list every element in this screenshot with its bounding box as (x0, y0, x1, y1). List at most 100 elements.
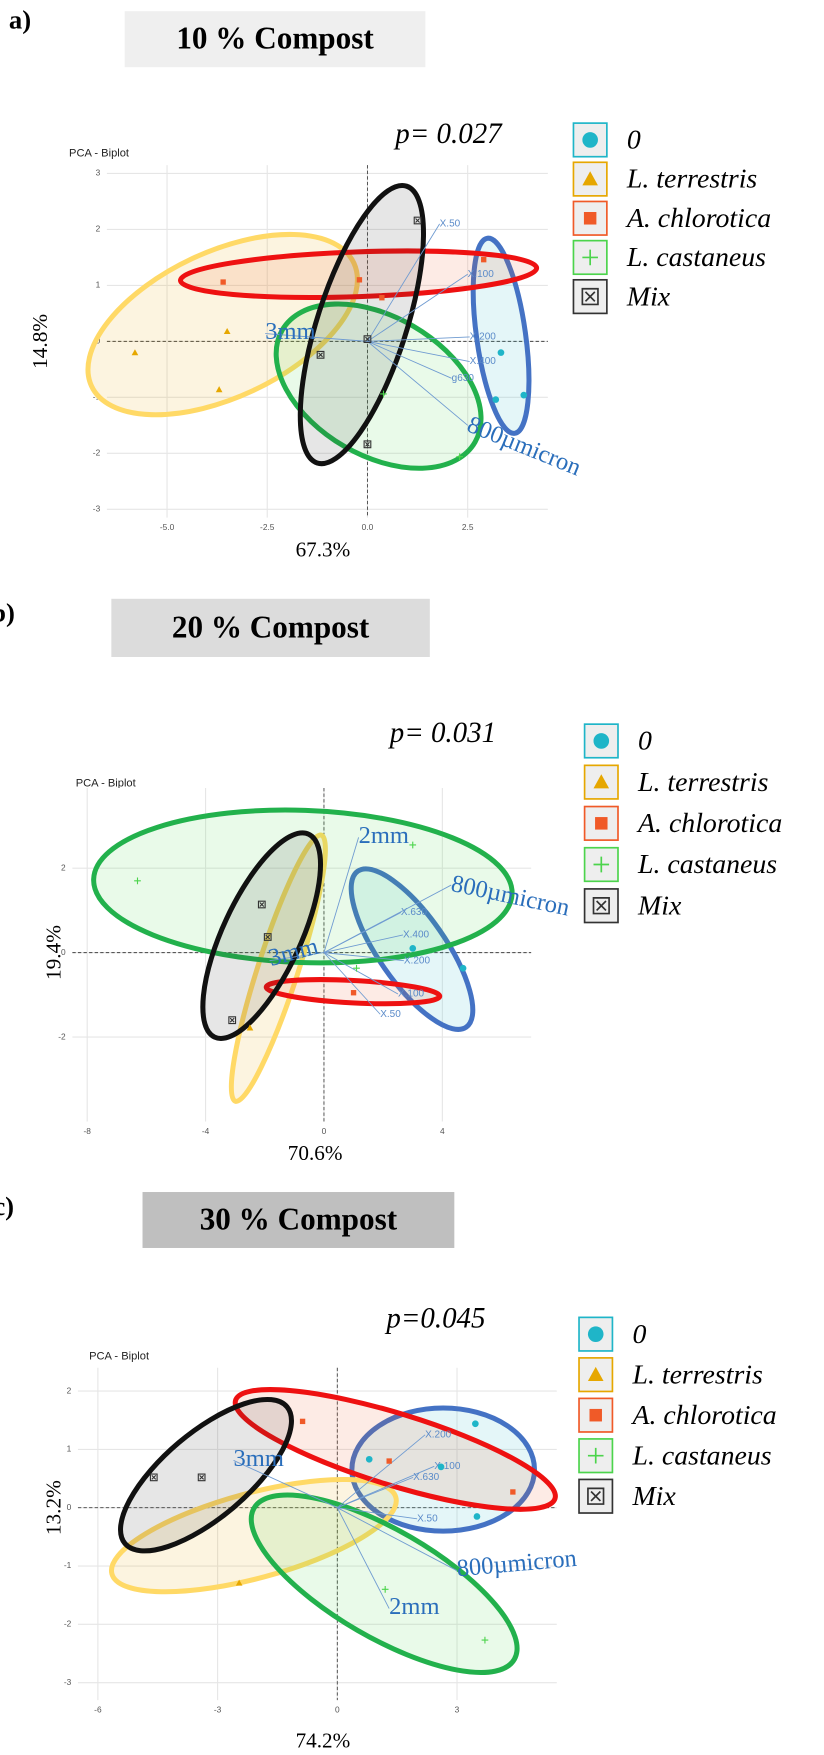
legend-label: A. chlorotica (630, 1400, 776, 1431)
loading-label: X.50 (440, 218, 461, 229)
point (497, 349, 505, 356)
title: 30 % Compost (200, 1201, 398, 1236)
loading-arrow (323, 952, 381, 1015)
p-value: p= 0.031 (388, 717, 496, 749)
point (365, 1455, 373, 1463)
point (380, 390, 387, 398)
y-axis-label: 13.2% (42, 1480, 66, 1535)
legend-symbol (593, 774, 610, 789)
point (481, 256, 487, 263)
point (350, 990, 357, 996)
point (472, 1420, 479, 1428)
loading-arrow (367, 340, 452, 379)
point (379, 295, 385, 301)
p-value: p= 0.027 (393, 118, 503, 150)
legend-symbol (582, 132, 598, 148)
point (363, 335, 372, 344)
x-tick-label: 2.5 (462, 522, 474, 532)
legend-key (578, 1438, 614, 1474)
y-tick-label: 3 (96, 168, 101, 178)
legend-label: 0 (638, 726, 652, 757)
loading-label-large: 2mm (389, 1593, 439, 1620)
point (456, 453, 463, 461)
point (356, 277, 363, 283)
loading-label: X.100 (398, 989, 425, 1000)
point (220, 279, 226, 285)
y-tick-label: 1 (67, 1444, 72, 1454)
point (299, 1418, 306, 1425)
legend-label: Mix (631, 1481, 676, 1512)
confidence-ellipse (85, 231, 360, 418)
point (316, 350, 325, 359)
y-axis-label: 14.8% (28, 314, 52, 369)
point (381, 1585, 389, 1593)
point (481, 1636, 489, 1644)
point (131, 349, 139, 356)
legend-label: 0 (632, 1319, 646, 1350)
legend-label: A. chlorotica (625, 203, 771, 234)
loading-label: X.630 (401, 907, 428, 918)
loading-arrow (367, 340, 470, 362)
legend-symbol (581, 287, 599, 306)
x-tick-label: 0 (322, 1126, 327, 1136)
loading-arrow (337, 1507, 458, 1572)
confidence-ellipse (248, 1492, 520, 1675)
point (134, 877, 141, 885)
loading-label: X.630 (413, 1472, 440, 1483)
x-tick-label: 0 (335, 1704, 340, 1714)
y-tick-label: 0 (61, 947, 66, 957)
subtitle: PCA - Biplot (76, 777, 137, 789)
confidence-ellipse (232, 1387, 558, 1512)
legend-symbol (583, 211, 597, 225)
loading-arrow (367, 273, 468, 342)
y-tick-label: -2 (93, 448, 101, 458)
legend-symbol (593, 856, 610, 873)
loading-label-large: 2mm (359, 822, 409, 849)
y-tick-label: -3 (64, 1677, 72, 1687)
legend-symbol (589, 1408, 602, 1422)
loading-label: X.200 (404, 955, 431, 966)
legend-label: Mix (626, 281, 671, 312)
legend-key (572, 200, 608, 236)
point (413, 216, 422, 225)
panel-label: b) (0, 598, 15, 628)
x-axis-label: 74.2% (296, 1729, 351, 1753)
panel-label: c) (0, 1191, 14, 1221)
loading-arrow (233, 1460, 338, 1509)
subtitle: PCA - Biplot (69, 147, 130, 159)
loading-arrow (337, 1434, 426, 1509)
loading-label: X.100 (434, 1461, 461, 1472)
legend-key (583, 723, 619, 759)
loading-arrow (367, 341, 468, 426)
point (492, 396, 500, 403)
point (409, 945, 417, 952)
loading-label: g630 (452, 373, 475, 384)
point (386, 1458, 392, 1464)
point (510, 1489, 516, 1495)
legend-label: 0 (627, 125, 641, 156)
loading-arrow (323, 952, 399, 995)
loading-arrow (337, 1476, 414, 1509)
confidence-ellipse (297, 182, 427, 467)
legend-symbol (587, 1447, 604, 1464)
y-tick-label: 0 (67, 1502, 72, 1512)
legend-symbol (595, 817, 608, 830)
p-value: p=0.045 (384, 1302, 485, 1334)
title-box (111, 598, 430, 658)
y-axis-label: 19.4% (42, 925, 66, 980)
y-tick-label: 1 (96, 280, 101, 290)
confidence-ellipse (177, 248, 540, 300)
point (363, 440, 372, 449)
point (246, 1024, 254, 1031)
panel-label: a) (9, 4, 31, 34)
loading-label-large: 3mm (234, 1445, 284, 1472)
loading-arrow (337, 1507, 418, 1520)
title: 10 % Compost (176, 21, 374, 56)
point (437, 1463, 445, 1471)
x-tick-label: -4 (202, 1126, 210, 1136)
legend-symbol (582, 249, 598, 266)
loading-arrow (323, 934, 404, 954)
point (149, 1473, 158, 1482)
subtitle: PCA - Biplot (89, 1350, 150, 1362)
